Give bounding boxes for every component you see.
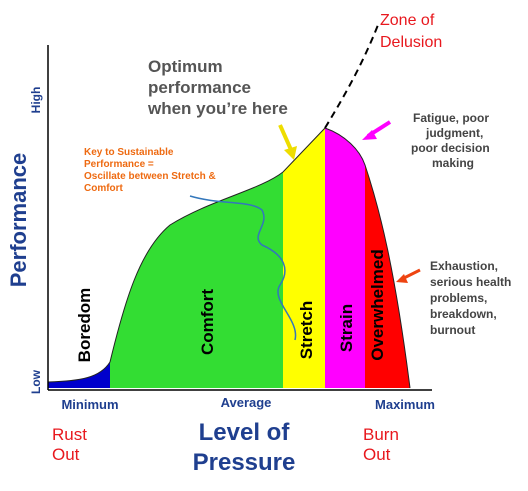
optimum-note: performance: [148, 78, 251, 97]
burn-out: Burn: [363, 425, 399, 444]
exhaustion-note: Exhaustion, serious health problems, bre…: [430, 259, 511, 337]
oscillation-line: [189, 195, 297, 341]
exhaustion-line: serious health: [430, 275, 511, 289]
exhaustion-line: burnout: [430, 323, 475, 337]
key-note: Key to Sustainable Performance = Oscilla…: [84, 147, 216, 194]
zone-fills: [48, 128, 410, 388]
x-axis-title: Level of: [199, 419, 291, 446]
y-high: High: [29, 87, 43, 114]
exhaustion-line: breakdown,: [430, 307, 497, 321]
x-maximum: Maximum: [375, 397, 435, 412]
strain-fill: [325, 128, 365, 388]
delusion-note: Zone of: [380, 12, 435, 29]
zone-label: Comfort: [198, 289, 217, 355]
rust-out: Rust: [52, 425, 87, 444]
zone-label: Stretch: [297, 301, 316, 360]
x-axis-title: Pressure: [193, 449, 296, 476]
delusion-dash: [324, 24, 379, 129]
exhaustion-line: problems,: [430, 291, 487, 305]
zone-label: Strain: [337, 304, 356, 352]
curve-outline: [47, 127, 411, 389]
fatigue-line: Fatigue, poor: [413, 111, 489, 125]
optimum-note: Optimum: [148, 57, 223, 76]
key-line: Performance =: [84, 159, 154, 170]
zone-label: Boredom: [75, 288, 94, 363]
yellow-arrowhead: [284, 146, 297, 160]
rust-out: Out: [52, 445, 80, 464]
x-average: Average: [221, 395, 272, 410]
yellow-arrow: [278, 124, 294, 153]
y-axis-title: Performance: [6, 153, 31, 288]
comfort-fill: [110, 128, 283, 388]
fatigue-line: poor decision: [411, 141, 490, 155]
key-line: Comfort: [84, 183, 124, 194]
key-line: Oscillate between Stretch &: [84, 171, 216, 182]
key-line: Key to Sustainable: [84, 147, 174, 158]
fatigue-note: Fatigue, poor judgment, poor decision ma…: [411, 111, 490, 170]
fatigue-line: judgment,: [425, 126, 483, 140]
zone-label: Overwhelmed: [368, 249, 387, 361]
red-arrowhead: [396, 274, 408, 283]
stretch-fill: [283, 128, 325, 388]
y-low: Low: [29, 369, 43, 394]
exhaustion-line: Exhaustion,: [430, 259, 498, 273]
magenta-arrowhead: [362, 130, 377, 140]
fatigue-line: making: [432, 156, 474, 170]
optimum-note: when you’re here: [147, 99, 288, 118]
burn-out: Out: [363, 445, 391, 464]
delusion-note: Delusion: [380, 34, 442, 51]
x-minimum: Minimum: [61, 397, 118, 412]
